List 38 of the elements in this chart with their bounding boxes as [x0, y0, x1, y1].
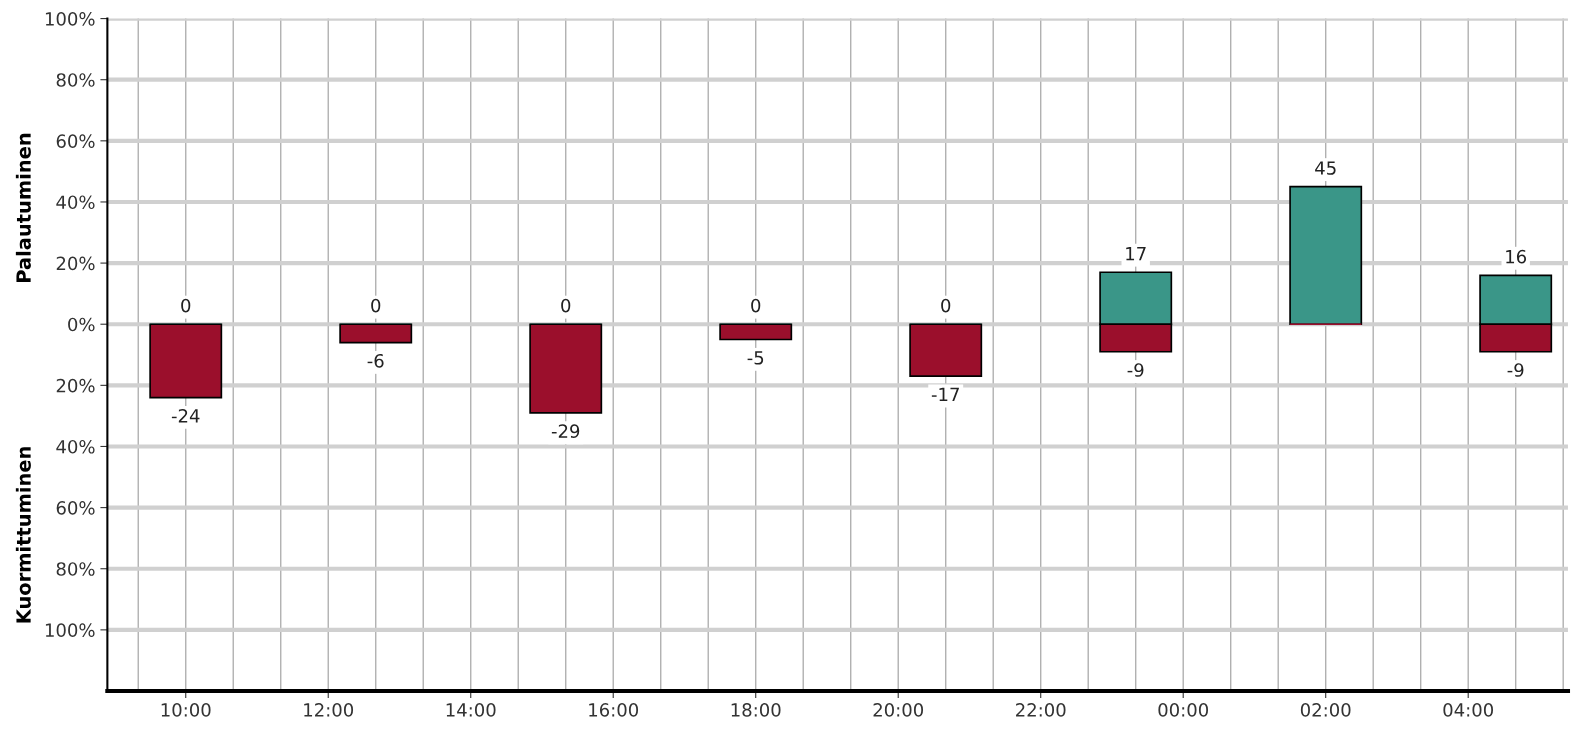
data-label: 0 — [561, 298, 571, 313]
y-tick-label: 40% — [56, 439, 95, 454]
x-tick-label: 18:00 — [731, 703, 781, 717]
data-label: -5 — [747, 351, 764, 365]
data-label: -17 — [931, 387, 959, 402]
x-tick-label: 14:00 — [446, 703, 496, 717]
data-label: 0 — [181, 298, 191, 313]
data-label: 17 — [1126, 247, 1146, 261]
y-tick-label: 20% — [56, 378, 95, 393]
y-tick-label: 100% — [45, 12, 95, 26]
data-label: -29 — [551, 424, 580, 438]
y-tick-label: 80% — [56, 562, 95, 576]
y-tick-label: 20% — [56, 256, 95, 271]
x-tick-label: 12:00 — [304, 703, 354, 717]
y-tick-label: 0% — [68, 317, 95, 332]
data-label: 0 — [941, 298, 951, 313]
data-label: 0 — [751, 298, 761, 313]
data-label: 0 — [371, 298, 381, 313]
x-tick-label: 00:00 — [1158, 703, 1209, 717]
x-tick-label: 16:00 — [589, 703, 639, 717]
x-tick-label: 10:00 — [161, 703, 211, 717]
y-tick-label: 40% — [56, 195, 95, 210]
y-tick-label: 100% — [45, 623, 95, 637]
data-label: -9 — [1507, 363, 1524, 377]
y-tick-label: 60% — [56, 134, 95, 148]
data-label: 16 — [1506, 249, 1527, 264]
y-tick-label: 80% — [56, 73, 95, 87]
x-tick-label: 04:00 — [1443, 703, 1494, 717]
data-label: -24 — [171, 409, 200, 423]
data-label: -9 — [1127, 363, 1144, 377]
data-label: -6 — [367, 353, 384, 368]
x-tick-label: 22:00 — [1016, 703, 1066, 717]
y-tick-label: 60% — [56, 501, 95, 515]
data-label: 45 — [1315, 161, 1336, 175]
y-axis-title: Palautuminen — [15, 133, 31, 282]
x-tick-label: 20:00 — [873, 703, 924, 717]
x-tick-label: 02:00 — [1300, 703, 1351, 717]
text: Kuormittuminen — [15, 447, 31, 623]
